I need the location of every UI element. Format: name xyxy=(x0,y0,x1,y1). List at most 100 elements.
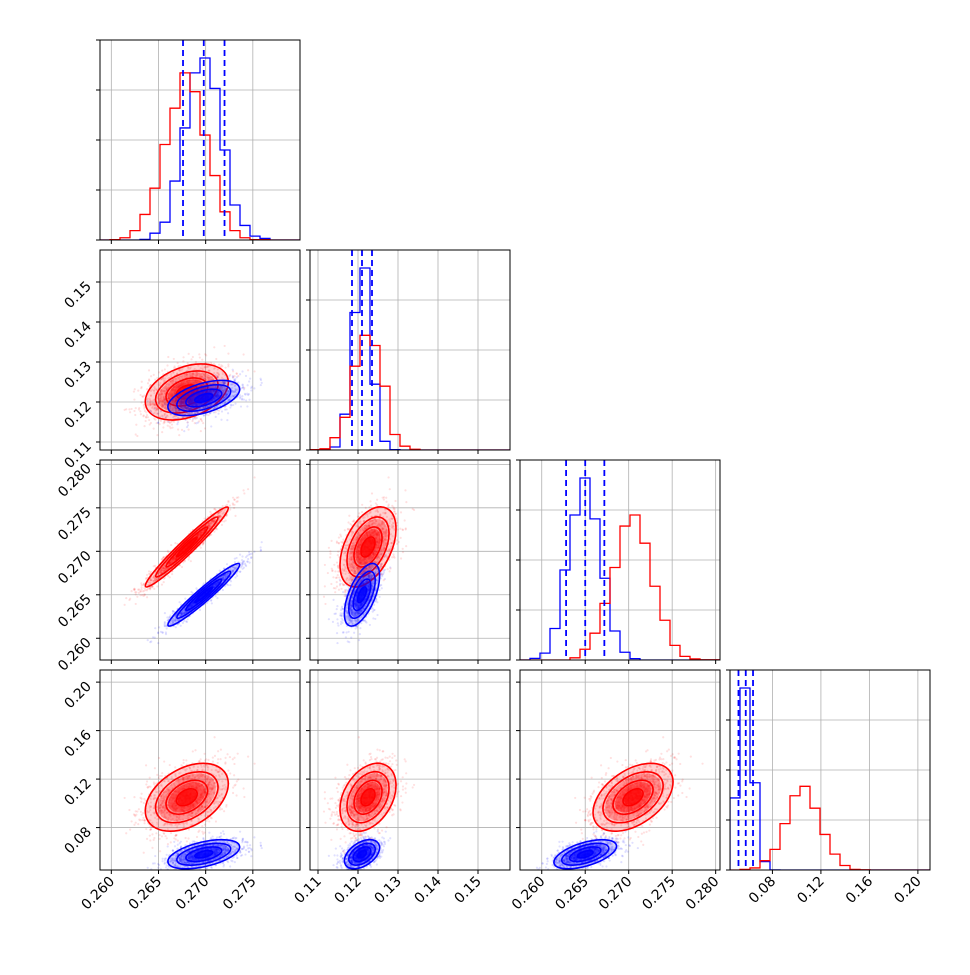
scatter-point xyxy=(242,489,244,491)
scatter-point xyxy=(146,596,148,598)
scatter-point xyxy=(171,423,173,425)
scatter-point xyxy=(150,375,152,377)
scatter-point xyxy=(177,428,179,430)
scatter-point xyxy=(124,604,126,606)
scatter-point xyxy=(253,551,255,553)
scatter-point xyxy=(227,363,229,365)
scatter-point xyxy=(133,588,135,590)
scatter-point xyxy=(226,408,228,410)
scatter-point xyxy=(211,602,213,604)
scatter-point xyxy=(135,433,137,435)
scatter-point xyxy=(148,379,150,381)
scatter-point xyxy=(187,362,189,364)
scatter-point xyxy=(217,413,219,415)
hist-series-1 xyxy=(100,58,300,240)
scatter-point xyxy=(143,593,145,595)
scatter-point xyxy=(153,428,155,430)
scatter-point xyxy=(163,421,165,423)
panel-hist-2 xyxy=(516,460,720,664)
scatter-point xyxy=(129,411,131,413)
scatter-point xyxy=(161,583,163,585)
scatter-point xyxy=(141,588,143,590)
scatter-point xyxy=(234,561,236,563)
scatter-point xyxy=(247,384,249,386)
x-tick-label: 0.12 xyxy=(794,874,827,907)
scatter-point xyxy=(138,592,140,594)
scatter-point xyxy=(200,547,202,549)
scatter-point xyxy=(130,590,132,592)
scatter-point xyxy=(218,364,220,366)
scatter-point xyxy=(200,418,202,420)
scatter-point xyxy=(141,401,143,403)
scatter-point xyxy=(180,625,182,627)
scatter-point xyxy=(242,386,244,388)
scatter-point xyxy=(221,365,223,367)
scatter-point xyxy=(244,393,246,395)
scatter-point xyxy=(239,396,241,398)
scatter-point xyxy=(183,430,185,432)
scatter-point xyxy=(227,412,229,414)
scatter-point xyxy=(198,353,200,355)
scatter-point xyxy=(139,594,141,596)
scatter-point xyxy=(225,519,227,521)
scatter-point xyxy=(142,396,144,398)
scatter-point xyxy=(194,417,196,419)
scatter-point xyxy=(173,421,175,423)
scatter-point xyxy=(144,410,146,412)
scatter-point xyxy=(133,410,135,412)
scatter-point xyxy=(241,398,243,400)
scatter-point xyxy=(241,370,243,372)
scatter-point xyxy=(195,361,197,363)
scatter-point xyxy=(158,371,160,373)
scatter-point xyxy=(234,403,236,405)
scatter-point xyxy=(153,588,155,590)
scatter-point xyxy=(181,566,183,568)
scatter-point xyxy=(145,420,147,422)
scatter-point xyxy=(164,612,166,614)
scatter-point xyxy=(182,356,184,358)
scatter-point xyxy=(232,404,234,406)
scatter-point xyxy=(186,426,188,428)
scatter-point xyxy=(143,414,145,416)
scatter-point xyxy=(154,627,156,629)
scatter-point xyxy=(241,395,243,397)
scatter-point xyxy=(153,374,155,376)
scatter-point xyxy=(167,575,169,577)
scatter-point xyxy=(170,544,172,546)
scatter-point xyxy=(239,373,241,375)
scatter-point xyxy=(188,353,190,355)
scatter-point xyxy=(156,434,158,436)
scatter-point xyxy=(187,558,189,560)
scatter-point xyxy=(162,632,164,634)
scatter-point xyxy=(213,411,215,413)
scatter-point xyxy=(201,359,203,361)
scatter-point xyxy=(234,380,236,382)
scatter-point xyxy=(205,414,207,416)
scatter-point xyxy=(154,378,156,380)
scatter-point xyxy=(243,398,245,400)
scatter-point xyxy=(229,406,231,408)
y-tick-label: 0.12 xyxy=(61,399,94,432)
scatter-point xyxy=(248,561,250,563)
scatter-point xyxy=(182,360,184,362)
scatter-point xyxy=(260,546,262,548)
scatter-point xyxy=(247,394,249,396)
scatter-point xyxy=(220,419,222,421)
scatter-point xyxy=(135,591,137,593)
scatter-point xyxy=(227,501,229,503)
scatter-point xyxy=(162,426,164,428)
scatter-point xyxy=(161,370,163,372)
scatter-point xyxy=(137,389,139,391)
scatter-point xyxy=(215,416,217,418)
scatter-point xyxy=(138,588,140,590)
scatter-point xyxy=(164,368,166,370)
scatter-point xyxy=(163,556,165,558)
scatter-point xyxy=(232,503,234,505)
scatter-point xyxy=(239,553,241,555)
scatter-point xyxy=(140,387,142,389)
scatter-point xyxy=(154,419,156,421)
scatter-point xyxy=(125,408,127,410)
scatter-point xyxy=(213,531,215,533)
